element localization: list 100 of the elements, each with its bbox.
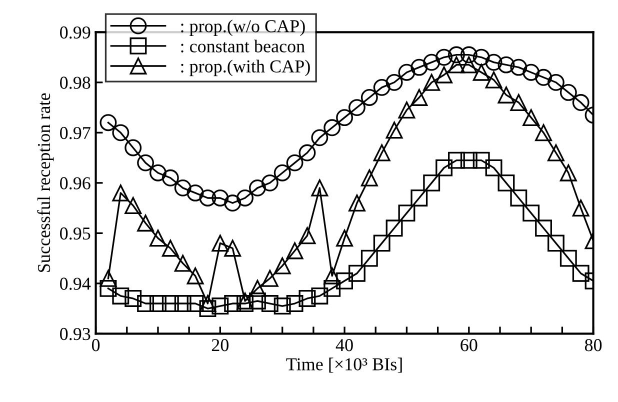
- point: [286, 295, 304, 312]
- point: [274, 298, 291, 314]
- point: [162, 295, 179, 312]
- point: [373, 78, 390, 96]
- point: [212, 234, 229, 252]
- point: [436, 48, 453, 66]
- point: [311, 129, 328, 146]
- point: [423, 54, 440, 71]
- point: [360, 89, 378, 106]
- point: [360, 250, 378, 267]
- point: [436, 66, 453, 84]
- point: [249, 179, 266, 196]
- x-tick-label: 0: [92, 339, 100, 352]
- point: [572, 264, 590, 282]
- point: [522, 204, 540, 222]
- point: [386, 74, 403, 91]
- point: [436, 159, 453, 176]
- point: [498, 56, 515, 74]
- point: [100, 114, 117, 132]
- point: [137, 154, 154, 172]
- point: [472, 152, 490, 169]
- point: [324, 280, 341, 297]
- point: [124, 197, 142, 214]
- legend-label: : prop.(w/o CAP): [181, 20, 305, 36]
- point: [410, 190, 428, 206]
- point: [150, 295, 166, 312]
- point: [386, 122, 403, 139]
- point: [535, 124, 552, 142]
- point: [298, 290, 316, 307]
- point: [398, 102, 416, 119]
- point: [311, 288, 328, 304]
- point: [535, 220, 552, 237]
- point: [485, 54, 502, 71]
- point: [547, 144, 564, 162]
- x-tick-label: 80: [584, 339, 602, 352]
- point: [498, 174, 515, 192]
- point: [162, 169, 179, 186]
- point: [560, 164, 577, 182]
- y-tick-label: 0.95: [60, 227, 90, 240]
- point: [112, 124, 130, 142]
- legend-label: : constant beacon: [181, 40, 305, 52]
- point: [472, 64, 490, 81]
- point: [311, 179, 328, 196]
- point: [261, 174, 278, 192]
- point: [261, 270, 278, 287]
- point: [137, 214, 154, 232]
- point: [174, 254, 192, 272]
- x-tick-label: 60: [460, 339, 478, 352]
- point: [186, 295, 204, 312]
- point: [112, 184, 130, 202]
- point: [472, 48, 490, 66]
- point: [186, 267, 204, 284]
- y-axis-title: Successful reception rate: [37, 93, 54, 272]
- point: [423, 74, 440, 91]
- point: [336, 272, 354, 290]
- point: [572, 200, 590, 217]
- point: [286, 242, 304, 260]
- y-tick-label: 0.99: [60, 26, 90, 39]
- point: [373, 234, 390, 252]
- point: [336, 230, 354, 247]
- point: [186, 184, 204, 202]
- point: [560, 250, 577, 267]
- point: [324, 119, 341, 136]
- y-tick-label: 0.97: [60, 126, 90, 140]
- point: [460, 56, 478, 74]
- point: [336, 109, 354, 126]
- point: [199, 300, 216, 318]
- point: [386, 220, 403, 237]
- point: [410, 89, 428, 106]
- y-tick-label: 0.96: [60, 177, 90, 190]
- point: [249, 280, 266, 297]
- point: [124, 290, 142, 307]
- point: [498, 86, 515, 104]
- point: [360, 169, 378, 186]
- point: [112, 288, 130, 304]
- point: [398, 204, 416, 222]
- point: [448, 152, 465, 169]
- point: [236, 190, 254, 206]
- point: [174, 179, 192, 196]
- point: [212, 190, 229, 206]
- point: [448, 46, 465, 64]
- point: [460, 152, 478, 169]
- x-tick-label: 40: [336, 339, 353, 352]
- y-tick-label: 0.93: [60, 328, 90, 340]
- point: [124, 139, 142, 156]
- point: [348, 194, 366, 212]
- point: [535, 68, 552, 86]
- point: [348, 99, 366, 116]
- point: [485, 159, 502, 176]
- point: [560, 84, 577, 101]
- point: [572, 94, 590, 111]
- point: [324, 267, 341, 284]
- point: [249, 292, 266, 310]
- point: [261, 295, 278, 312]
- point: [100, 270, 117, 287]
- x-axis-title: Time [×10³ BIs]: [286, 358, 402, 373]
- point: [274, 257, 291, 274]
- point: [423, 174, 440, 192]
- point: [286, 154, 304, 172]
- point: [485, 71, 502, 88]
